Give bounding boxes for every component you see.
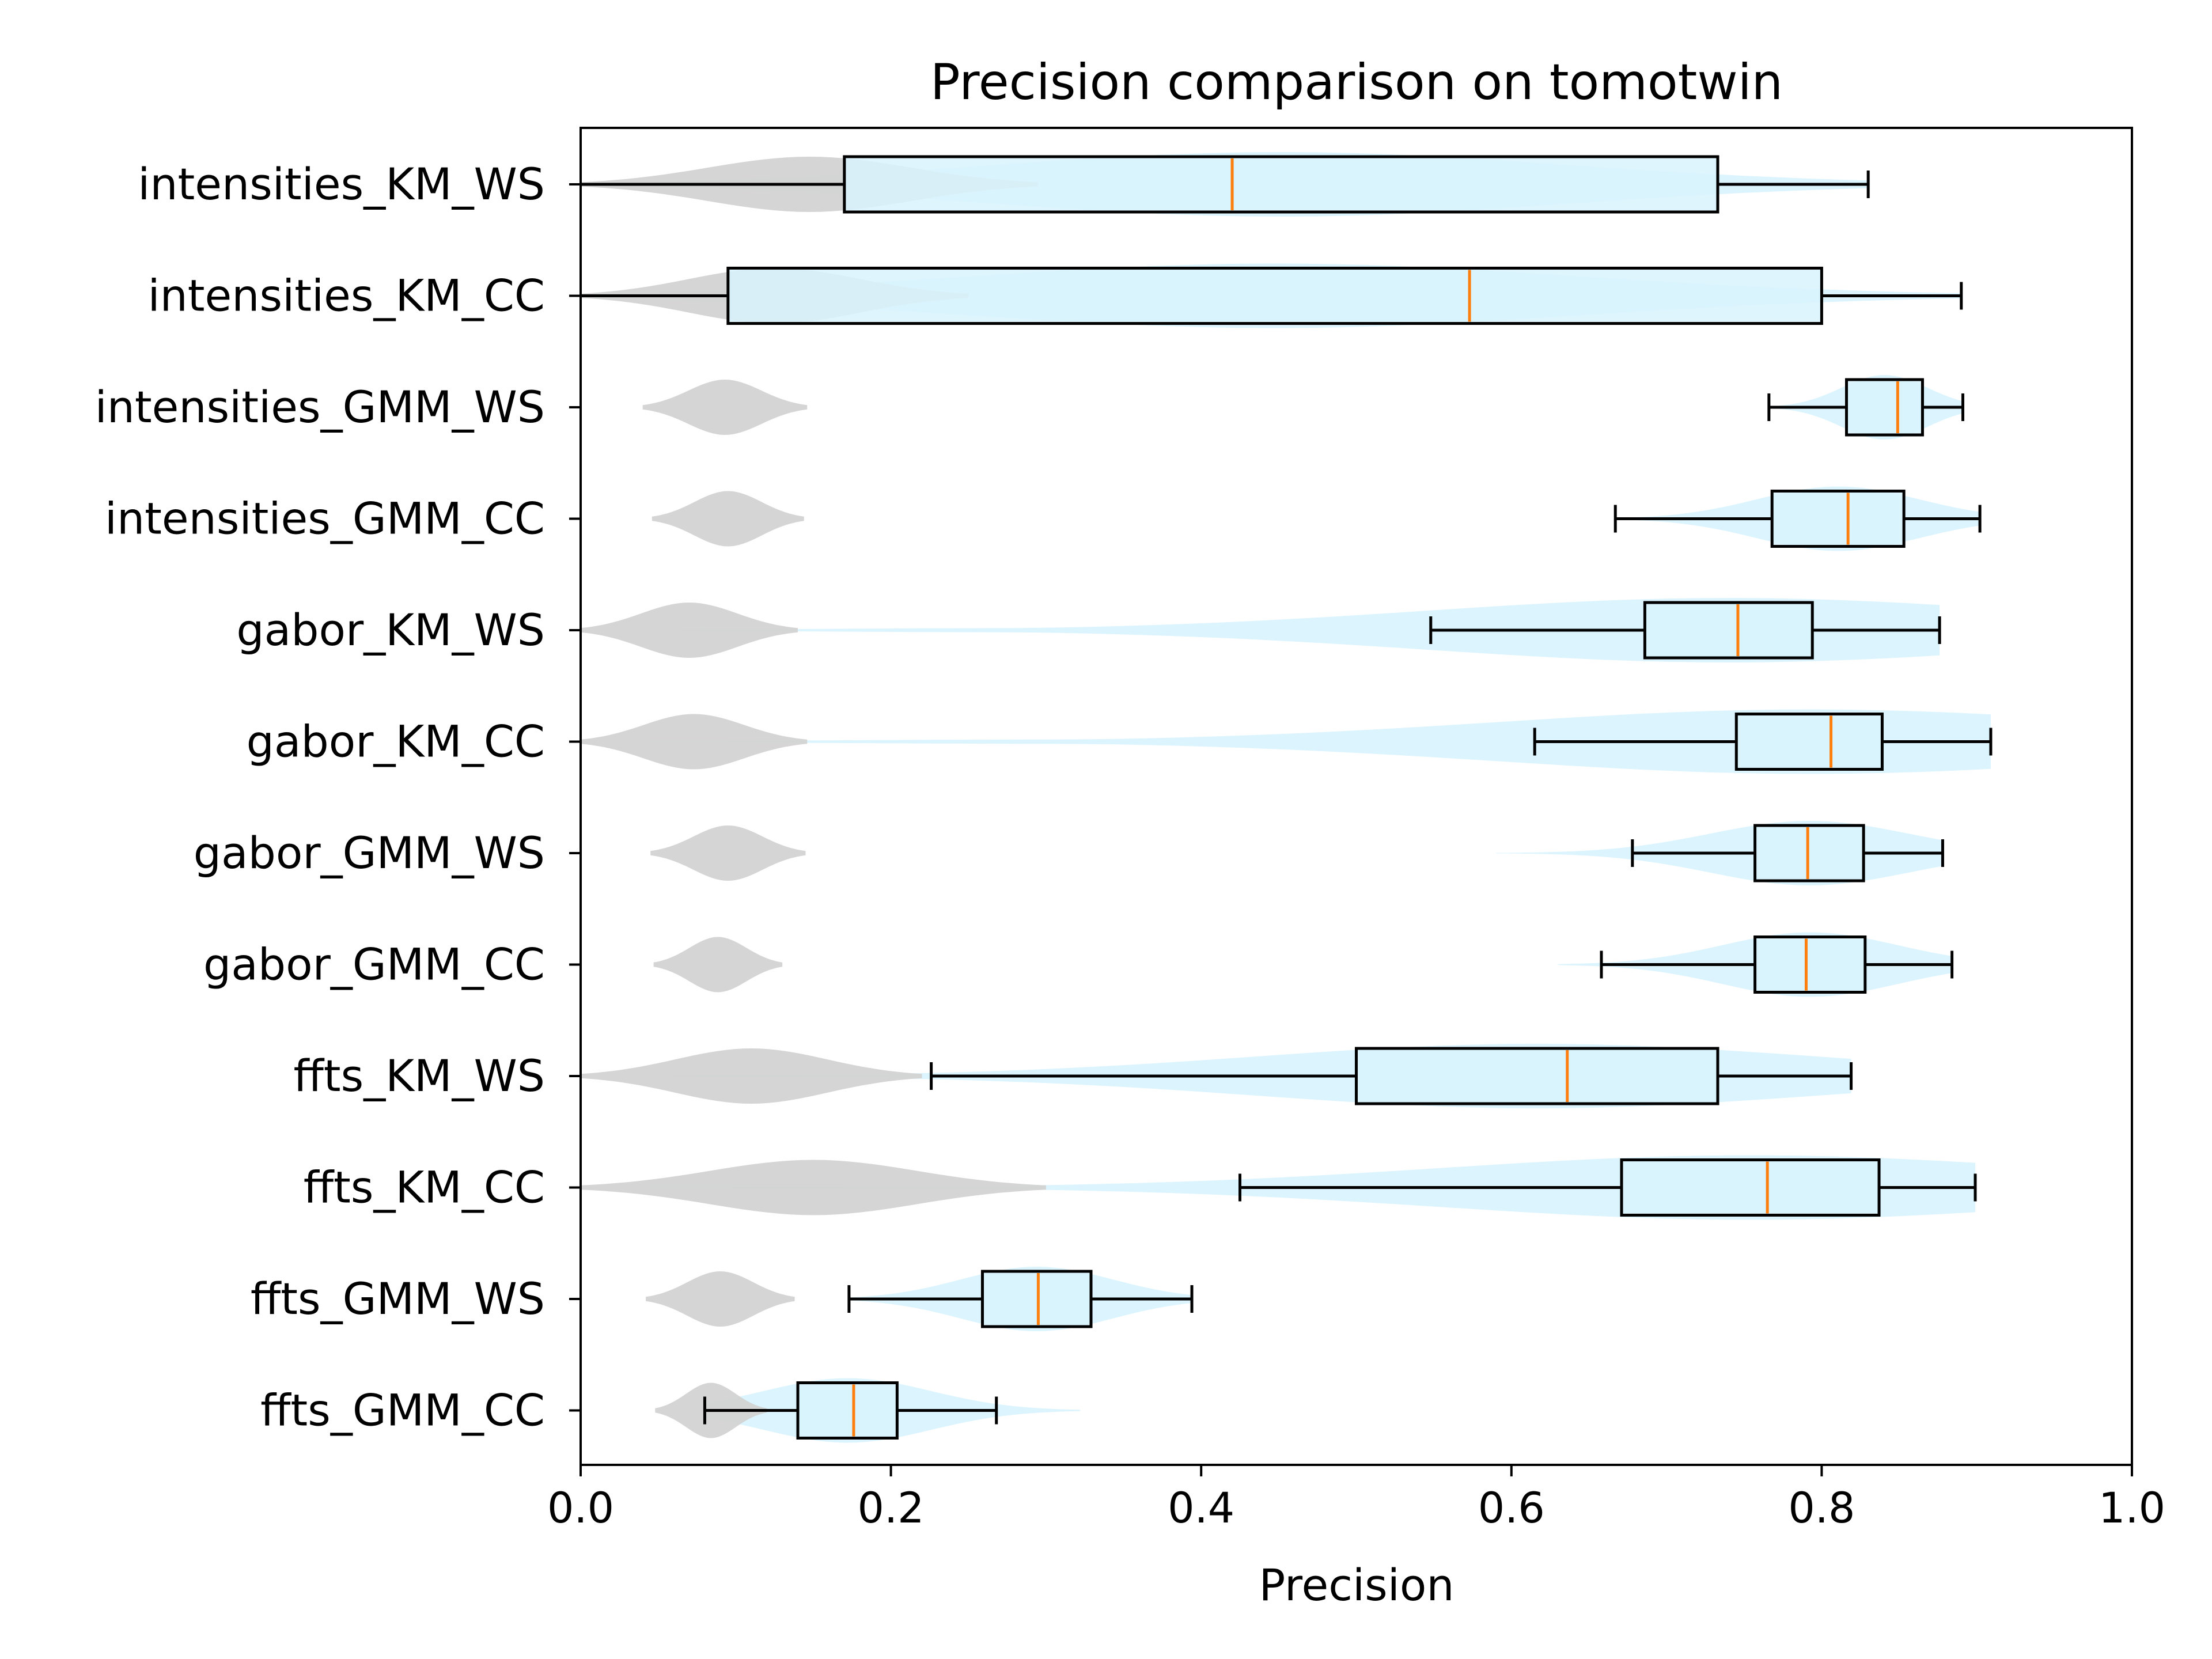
violin-baseline — [581, 603, 798, 658]
y-tick-label: ffts_KM_CC — [304, 1162, 545, 1213]
x-tick-label: 0.0 — [547, 1484, 614, 1533]
y-tick-label: gabor_GMM_WS — [194, 827, 545, 878]
violin-baseline — [642, 380, 808, 435]
x-axis-label: Precision — [1259, 1559, 1454, 1611]
box-iqr — [1355, 1047, 1719, 1105]
y-tick-label: intensities_GMM_CC — [105, 493, 545, 544]
box-iqr — [1770, 490, 1906, 548]
box-iqr — [843, 155, 1719, 214]
violin-method — [581, 709, 1991, 774]
y-tick-label: gabor_KM_WS — [236, 604, 545, 656]
violin-baseline — [646, 1271, 795, 1327]
box-iqr — [1844, 378, 1924, 437]
y-tick-label: intensities_KM_WS — [138, 158, 545, 210]
y-tick-label: ffts_KM_WS — [293, 1050, 545, 1101]
y-tick-label: ffts_GMM_WS — [251, 1273, 545, 1324]
chart-title: Precision comparison on tomotwin — [930, 54, 1783, 111]
x-tick-label: 0.8 — [1788, 1484, 1855, 1533]
violin-baseline — [652, 491, 804, 547]
violin-baseline — [581, 714, 808, 770]
violin-baseline — [581, 1048, 922, 1104]
box-iqr — [1753, 824, 1865, 882]
violin-baseline — [650, 825, 806, 881]
y-tick-label: intensities_KM_CC — [147, 270, 545, 321]
y-tick-label: gabor_KM_CC — [247, 716, 545, 767]
x-tick-label: 0.4 — [1168, 1484, 1234, 1533]
y-tick-label: gabor_GMM_CC — [203, 939, 545, 990]
box-layer — [581, 155, 1993, 1440]
box-iqr — [980, 1270, 1093, 1328]
violin-baseline — [653, 937, 783, 993]
x-tick-label: 0.2 — [858, 1484, 925, 1533]
x-tick-label: 1.0 — [2099, 1484, 2165, 1533]
box-iqr — [1643, 601, 1814, 660]
plot-frame — [579, 127, 2133, 1466]
violin-layer — [581, 152, 1991, 1443]
box-iqr — [1620, 1158, 1881, 1217]
x-tick-label: 0.6 — [1478, 1484, 1545, 1533]
box-iqr — [1734, 713, 1884, 771]
violin-baseline — [581, 1160, 1046, 1215]
box-iqr — [796, 1381, 899, 1440]
y-tick-label: intensities_GMM_WS — [95, 381, 545, 433]
violin-method — [581, 598, 1940, 662]
box-iqr — [1753, 935, 1867, 994]
y-tick-label: ffts_GMM_CC — [260, 1385, 545, 1436]
box-iqr — [726, 267, 1823, 325]
axes-layer: intensities_KM_WS intensities_KM_CCintens… — [95, 127, 2165, 1533]
